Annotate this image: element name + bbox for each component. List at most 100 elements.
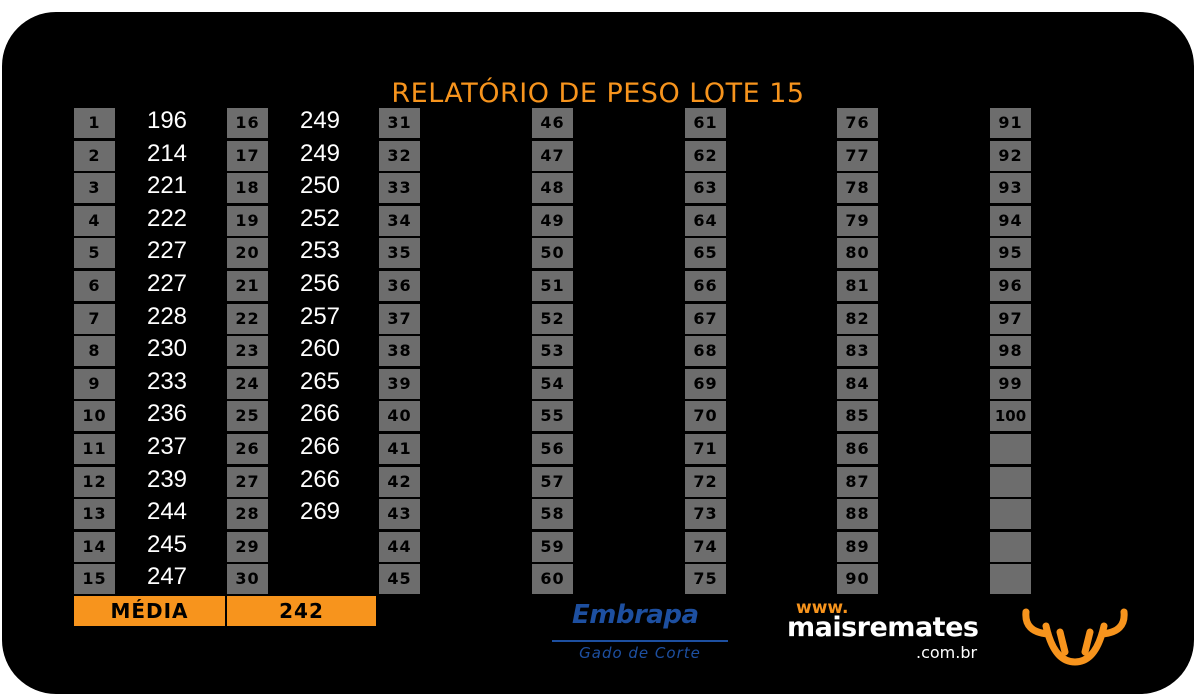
lot-weight-value [1047,171,1119,201]
lot-number-cell: 80 [837,238,878,269]
lot-number-cell: 59 [532,531,573,562]
lot-weight-value [894,269,966,299]
lot-number-cell: 37 [379,303,420,334]
lot-number-cell: 96 [990,271,1031,301]
lot-weight-value: 266 [299,400,341,428]
lot-number-cell: 36 [379,271,420,301]
lot-number-cell: 5 [74,238,115,269]
lot-number-cell: 19 [227,205,268,236]
lot-weight-value [894,530,966,560]
lot-number-cell: 16 [227,108,268,138]
lot-weight-value: 227 [146,270,188,297]
bull-head-icon [1022,608,1128,666]
lot-number-cell: 73 [685,499,726,530]
lot-weight-value [589,367,661,397]
lot-weight-value [589,139,661,169]
lot-number-cell: 10 [74,401,115,432]
lot-weight-value [589,399,661,429]
average-label: MÉDIA [74,596,225,626]
lot-weight-value [742,530,814,560]
lot-weight-value [284,530,356,560]
lot-weight-value [284,562,356,592]
lot-number-cell: 47 [532,140,573,171]
lot-weight-value [742,302,814,332]
lot-weight-value [436,269,508,299]
lot-weight-value [894,106,966,136]
lot-number-cell: 17 [227,140,268,171]
lot-number-cell: 34 [379,205,420,236]
lot-number-cell: 11 [74,434,115,464]
lot-weight-value [894,367,966,397]
lot-weight-value: 228 [146,302,188,330]
lot-weight-value: 222 [146,204,188,232]
lot-number-cell: 70 [685,401,726,432]
lot-weight-value: 266 [299,465,341,493]
lot-weight-value [742,465,814,495]
lot-number-cell: 86 [837,434,878,464]
lot-number-cell: 50 [532,238,573,269]
lot-weight-value [436,106,508,136]
lot-number-cell: 26 [227,434,268,464]
lot-weight-value [894,171,966,201]
lot-weight-value [1047,302,1119,332]
lot-number-cell: 8 [74,336,115,367]
lot-number-cell: 71 [685,434,726,464]
maisremates-name: maisremates [787,612,979,643]
lot-weight-value [1047,236,1119,266]
lot-weight-value [589,106,661,136]
lot-number-cell: 72 [685,466,726,497]
lot-number-cell: 9 [74,368,115,399]
lot-number-cell: 95 [990,238,1031,269]
lot-number-cell: 65 [685,238,726,269]
lot-number-cell [990,564,1031,595]
lot-number-cell [990,499,1031,530]
lot-weight-value [742,334,814,364]
lot-number-cell [990,466,1031,497]
lot-weight-value [894,204,966,234]
lot-weight-value [589,497,661,527]
lot-weight-value: 266 [299,433,341,460]
lot-number-cell: 29 [227,531,268,562]
lot-number-cell: 81 [837,271,878,301]
lot-number-cell: 2 [74,140,115,171]
lot-number-cell: 28 [227,499,268,530]
lot-number-cell: 85 [837,401,878,432]
lot-number-cell: 99 [990,368,1031,399]
lot-weight-value: 230 [146,335,188,363]
lot-weight-value [1047,432,1119,462]
lot-weight-value [589,334,661,364]
lot-number-cell: 23 [227,336,268,367]
lot-number-cell: 35 [379,238,420,269]
lot-number-cell: 90 [837,564,878,595]
lot-weight-value [1047,465,1119,495]
lot-weight-value [436,171,508,201]
lot-weight-value [1047,269,1119,299]
lot-weight-value: 221 [146,172,188,200]
lot-weight-value [1047,562,1119,592]
lot-weight-value [589,204,661,234]
lot-weight-value [436,465,508,495]
lot-number-cell: 3 [74,173,115,204]
lot-number-cell: 62 [685,140,726,171]
lot-weight-value [1047,497,1119,527]
lot-weight-value [742,204,814,234]
report-title: RELATÓRIO DE PESO LOTE 15 [391,78,805,109]
lot-weight-value: 260 [299,335,341,363]
lot-weight-value [436,204,508,234]
average-value: 242 [227,596,376,626]
lot-weight-value: 247 [146,563,188,591]
lot-weight-value [742,432,814,462]
lot-weight-value: 214 [146,139,188,167]
lot-weight-value: 252 [299,204,341,232]
lot-weight-value [894,399,966,429]
lot-weight-value: 245 [146,530,188,558]
lot-number-cell: 14 [74,531,115,562]
lot-number-cell [990,434,1031,464]
lot-weight-value [436,562,508,592]
lot-weight-value: 233 [146,367,188,395]
lot-number-cell: 54 [532,368,573,399]
lot-weight-value: 269 [299,498,341,526]
lot-number-cell: 78 [837,173,878,204]
lot-number-cell: 75 [685,564,726,595]
lot-weight-value: 249 [299,107,341,134]
